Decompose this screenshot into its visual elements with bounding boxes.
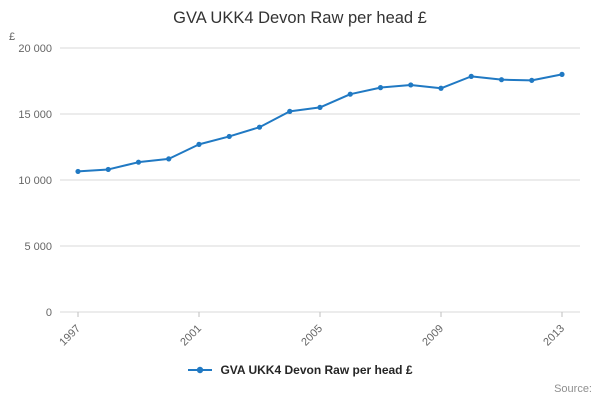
legend-series-label: GVA UKK4 Devon Raw per head £ [220, 363, 413, 377]
data-point [75, 168, 81, 175]
data-point [287, 108, 293, 114]
y-axis-unit-label: £ [9, 31, 16, 43]
x-tick-label: 2005 [299, 323, 325, 349]
chart-legend: GVA UKK4 Devon Raw per head £ [0, 363, 600, 377]
data-point [226, 133, 232, 140]
y-tick-label: 10 000 [18, 175, 52, 187]
data-point [196, 141, 202, 147]
trend-line [77, 73, 563, 173]
data-point [166, 156, 172, 162]
data-point [408, 82, 414, 88]
x-tick-label: 2001 [178, 323, 204, 349]
data-point [317, 104, 323, 110]
line-chart: 0 5 000 10 000 15 000 20 000 1997 2001 2005 2009… [18, 43, 580, 349]
chart-title: GVA UKK4 Devon Raw per head £ [173, 9, 427, 27]
data-point [498, 77, 505, 83]
data-point [105, 166, 111, 173]
data-point [468, 73, 474, 79]
data-point [559, 71, 565, 77]
y-tick-label: 20 000 [18, 43, 52, 55]
source-label: Source: [554, 383, 592, 395]
data-point [135, 159, 142, 165]
y-tick-label: 5 000 [24, 241, 52, 253]
y-tick-label: 0 [46, 307, 52, 319]
y-tick-label: 15 000 [18, 109, 52, 121]
legend-line-marker-icon [188, 366, 213, 374]
data-point [347, 91, 353, 97]
data-point [438, 85, 444, 91]
data-point [377, 85, 384, 91]
data-point [529, 77, 535, 83]
x-tick-label: 2009 [420, 323, 446, 349]
x-tick-label: 2013 [541, 323, 567, 349]
data-point [256, 124, 263, 130]
x-tick-label: 1997 [57, 323, 83, 349]
